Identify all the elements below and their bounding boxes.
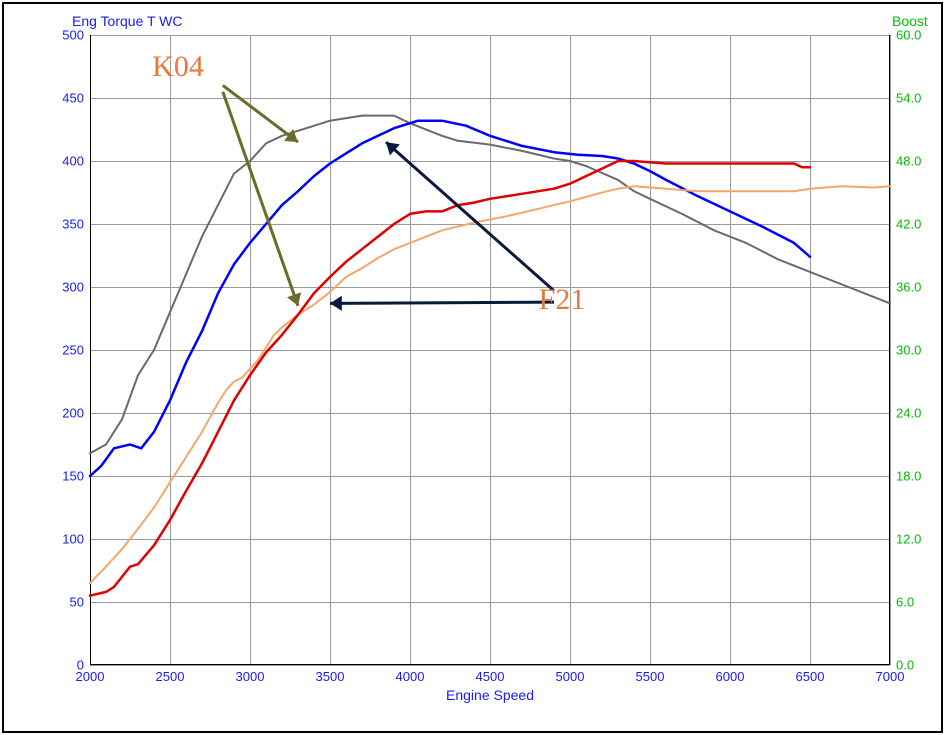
y-right-tick-label: 30.0 — [896, 343, 921, 358]
arrow-f21-arrow-red — [330, 302, 554, 303]
series-f21-torque-red — [90, 161, 810, 596]
y-right-tick-label: 42.0 — [896, 217, 921, 232]
x-tick-label: 4000 — [396, 669, 425, 684]
arrowhead-f21-arrow-red — [330, 296, 342, 311]
y-left-tick-label: 150 — [62, 469, 84, 484]
y-right-tick-label: 12.0 — [896, 532, 921, 547]
x-gridline — [650, 35, 651, 665]
x-gridline — [170, 35, 171, 665]
x-gridline — [250, 35, 251, 665]
y-gridline — [90, 665, 890, 666]
plot-area — [90, 35, 890, 665]
x-tick-label: 3500 — [316, 669, 345, 684]
y-left-tick-label: 350 — [62, 217, 84, 232]
x-tick-label: 2500 — [156, 669, 185, 684]
y-right-tick-label: 18.0 — [896, 469, 921, 484]
x-gridline — [810, 35, 811, 665]
x-gridline — [410, 35, 411, 665]
y-left-tick-label: 200 — [62, 406, 84, 421]
y-right-tick-label: 0.0 — [896, 658, 914, 673]
arrowhead-k04-arrow-orange — [287, 292, 301, 306]
y-left-tick-label: 300 — [62, 280, 84, 295]
y-right-tick-label: 36.0 — [896, 280, 921, 295]
series-k04-torque-blue — [90, 121, 810, 476]
y-left-axis-title: Eng Torque T WC — [72, 13, 183, 29]
y-left-tick-label: 400 — [62, 154, 84, 169]
y-left-tick-label: 100 — [62, 532, 84, 547]
y-left-tick-label: 450 — [62, 91, 84, 106]
y-left-tick-label: 250 — [62, 343, 84, 358]
x-tick-label: 4500 — [476, 669, 505, 684]
arrowhead-k04-arrow-grey — [284, 129, 298, 142]
y-left-tick-label: 500 — [62, 28, 84, 43]
x-gridline — [570, 35, 571, 665]
x-tick-label: 5500 — [636, 669, 665, 684]
y-right-tick-label: 48.0 — [896, 154, 921, 169]
arrow-k04-arrow-grey — [223, 85, 298, 142]
arrow-f21-arrow-blue — [386, 142, 554, 291]
x-tick-label: 3000 — [236, 669, 265, 684]
x-gridline — [90, 35, 91, 665]
arrow-k04-arrow-orange — [223, 92, 298, 306]
x-axis-title: Engine Speed — [446, 687, 534, 703]
x-tick-label: 6500 — [796, 669, 825, 684]
x-tick-label: 6000 — [716, 669, 745, 684]
x-gridline — [490, 35, 491, 665]
arrowhead-f21-arrow-blue — [386, 142, 400, 155]
y-right-tick-label: 60.0 — [896, 28, 921, 43]
annotation-k04-label: K04 — [152, 50, 204, 84]
y-left-tick-label: 0 — [77, 658, 84, 673]
annotation-f21-label: F21 — [539, 283, 586, 317]
y-right-tick-label: 54.0 — [896, 91, 921, 106]
y-right-tick-label: 6.0 — [896, 595, 914, 610]
y-left-tick-label: 50 — [70, 595, 84, 610]
x-gridline — [890, 35, 891, 665]
x-tick-label: 5000 — [556, 669, 585, 684]
x-gridline — [330, 35, 331, 665]
y-right-tick-label: 24.0 — [896, 406, 921, 421]
x-gridline — [730, 35, 731, 665]
